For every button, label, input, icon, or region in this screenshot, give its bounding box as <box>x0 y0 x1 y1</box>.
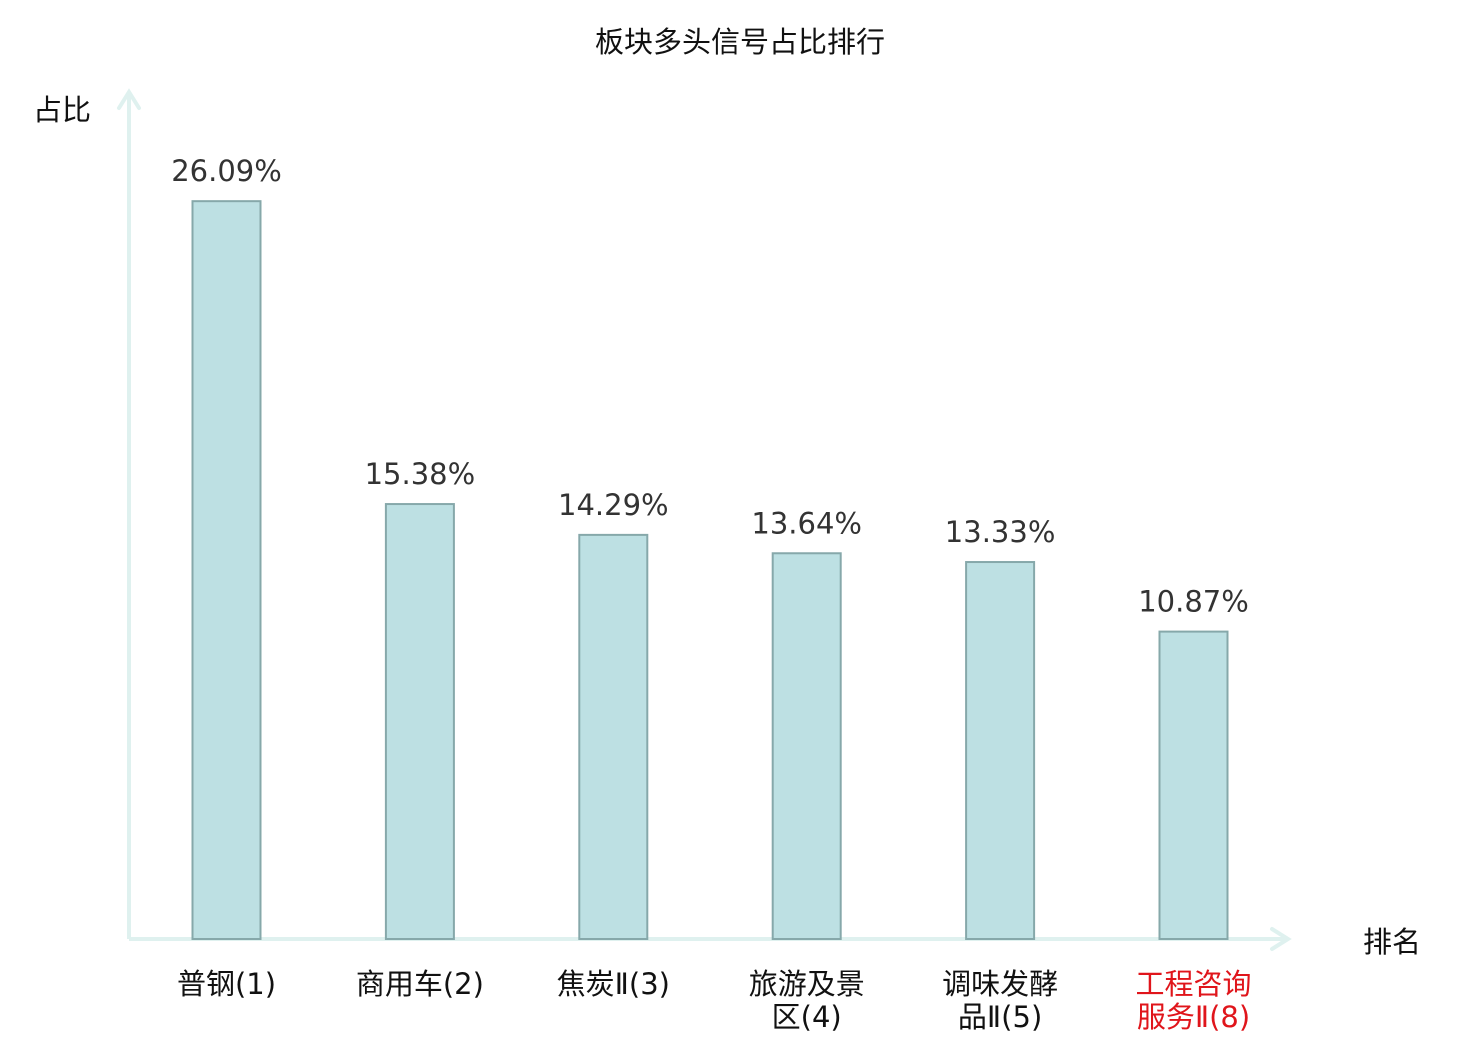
x-tick-label: 商用车(2) <box>356 967 484 1001</box>
bar-value-label: 15.38% <box>365 457 476 491</box>
x-tick-label-line: 区(4) <box>772 1000 842 1034</box>
x-tick-label-line: 焦炭Ⅱ(3) <box>557 967 670 1001</box>
chart-title: 板块多头信号占比排行 <box>595 25 885 59</box>
x-tick-label-line: 服务Ⅱ(8) <box>1137 1000 1250 1034</box>
value-labels-group: 26.09% 15.38% 14.29% 13.64% 13.33% 10.87% <box>171 154 1249 618</box>
x-tick-label: 焦炭Ⅱ(3) <box>557 967 670 1001</box>
bar <box>771 552 842 940</box>
bar <box>965 561 1036 940</box>
bar-value-label: 10.87% <box>1138 585 1249 619</box>
bar <box>384 503 455 940</box>
x-tick-label: 调味发酵品Ⅱ(5) <box>942 967 1058 1034</box>
bars-group <box>191 200 1229 940</box>
x-tick-label: 普钢(1) <box>177 967 276 1001</box>
axes <box>117 88 1292 951</box>
bar <box>578 533 649 940</box>
bar-value-label: 14.29% <box>558 488 669 522</box>
bar-value-label: 13.64% <box>751 506 862 540</box>
x-axis-arrow <box>1270 927 1292 951</box>
x-tick-label-line: 旅游及景 <box>749 967 865 1001</box>
bar <box>1158 630 1229 940</box>
x-axis-label: 排名 <box>1363 925 1421 959</box>
x-tick-label-line: 调味发酵 <box>942 967 1058 1001</box>
x-tick-labels-group: 普钢(1) 商用车(2) 焦炭Ⅱ(3) 旅游及景区(4) 调味发酵品Ⅱ(5) 工程咨询服务… <box>177 967 1252 1034</box>
bar-value-label: 13.33% <box>945 515 1056 549</box>
x-tick-label-line: 工程咨询 <box>1135 967 1251 1001</box>
x-tick-label-line: 普钢(1) <box>177 967 276 1001</box>
x-tick-label: 旅游及景区(4) <box>749 967 865 1034</box>
y-axis-label: 占比 <box>33 93 91 127</box>
bar-value-label: 26.09% <box>171 154 282 188</box>
bar <box>191 200 262 940</box>
y-axis-arrow <box>117 88 141 110</box>
x-tick-label-line: 商用车(2) <box>356 967 484 1001</box>
x-tick-label-line: 品Ⅱ(5) <box>958 1000 1042 1034</box>
x-tick-label: 工程咨询服务Ⅱ(8) <box>1135 967 1251 1034</box>
